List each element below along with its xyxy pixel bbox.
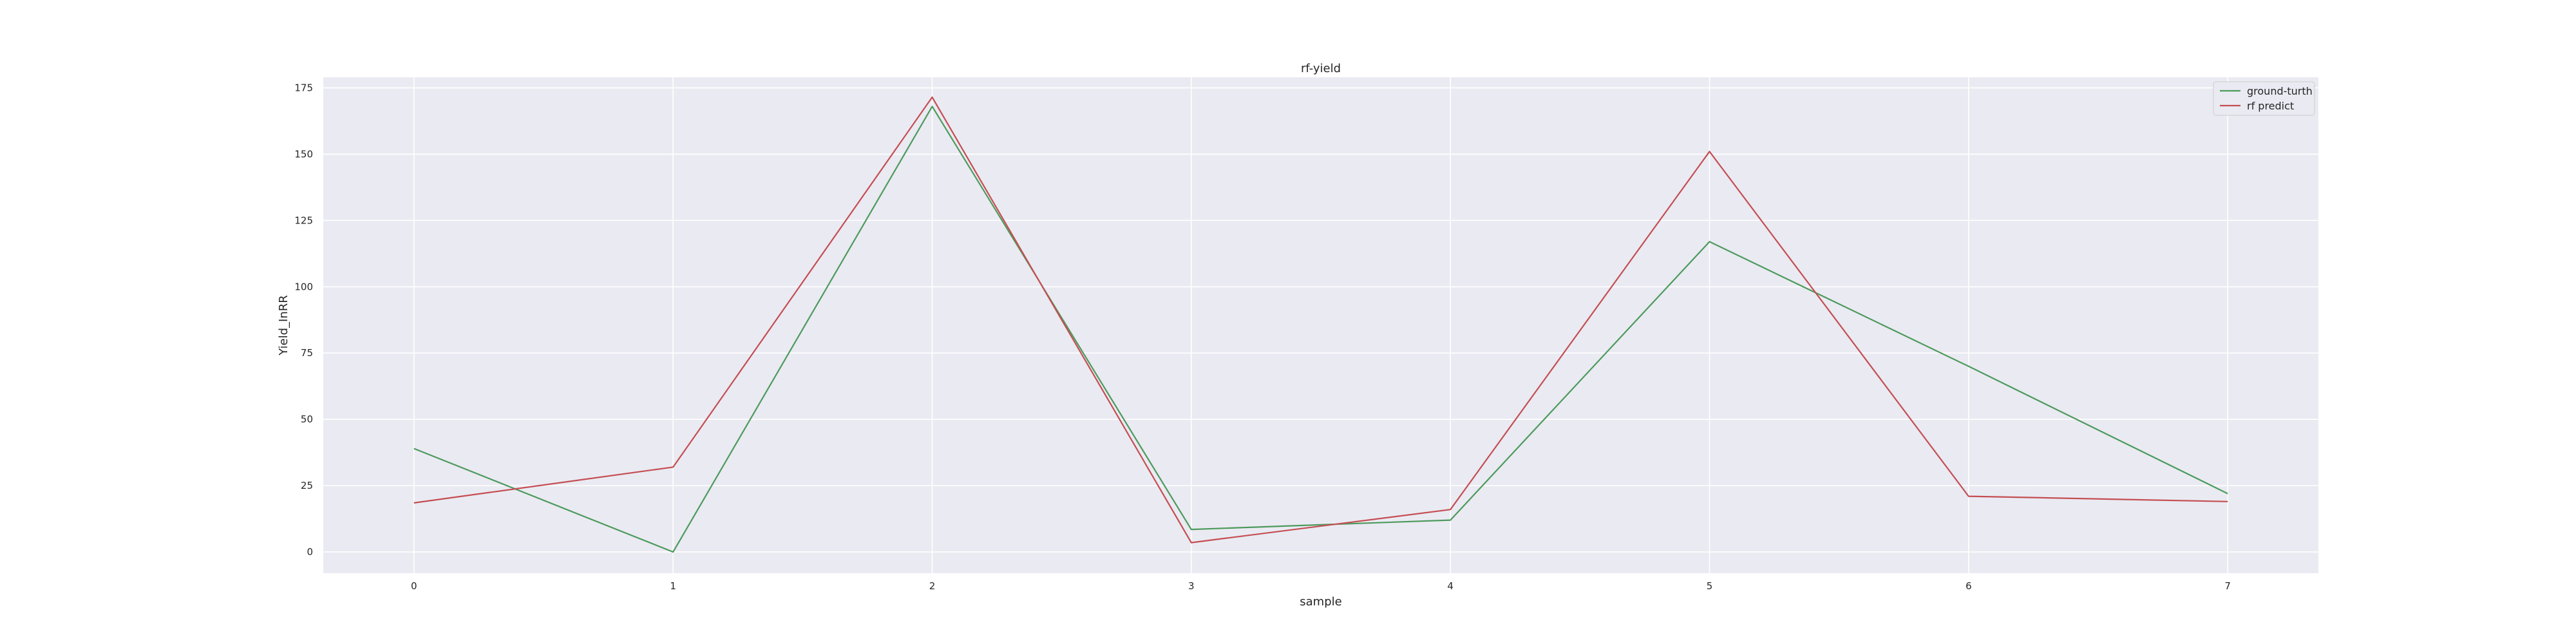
tick-labels: 0 1 2 3 4 5 6 7 0 25 50 75 100 125 150 175 <box>294 82 2231 592</box>
y-axis-label: Yield_InRR <box>277 295 290 356</box>
grid <box>323 77 2318 573</box>
x-tick-label: 7 <box>2224 580 2231 592</box>
x-tick-label: 2 <box>929 580 936 592</box>
legend-label-rf-predict: rf predict <box>2247 100 2294 112</box>
series-line-ground-turth <box>413 106 2228 553</box>
y-tick-label: 50 <box>301 413 313 425</box>
legend-label-ground-turth: ground-turth <box>2247 85 2313 97</box>
y-tick-label: 0 <box>307 546 313 558</box>
y-tick-label: 75 <box>301 347 313 359</box>
y-tick-label: 125 <box>294 214 313 226</box>
x-tick-label: 3 <box>1188 580 1195 592</box>
y-tick-label: 150 <box>294 148 313 160</box>
x-tick-label: 5 <box>1707 580 1713 592</box>
y-tick-label: 25 <box>301 480 313 491</box>
series-lines <box>413 96 2228 553</box>
x-axis-label: sample <box>1300 595 1341 609</box>
x-tick-label: 0 <box>411 580 417 592</box>
x-tick-label: 6 <box>1965 580 1972 592</box>
x-tick-label: 4 <box>1447 580 1454 592</box>
chart-title: rf-yield <box>1301 62 1341 75</box>
legend: ground-turth rf predict <box>2213 81 2315 116</box>
y-tick-label: 175 <box>294 82 313 93</box>
x-tick-label: 1 <box>670 580 676 592</box>
y-tick-label: 100 <box>294 281 313 292</box>
plot-area <box>323 77 2318 573</box>
series-line-rf-predict <box>413 96 2228 544</box>
